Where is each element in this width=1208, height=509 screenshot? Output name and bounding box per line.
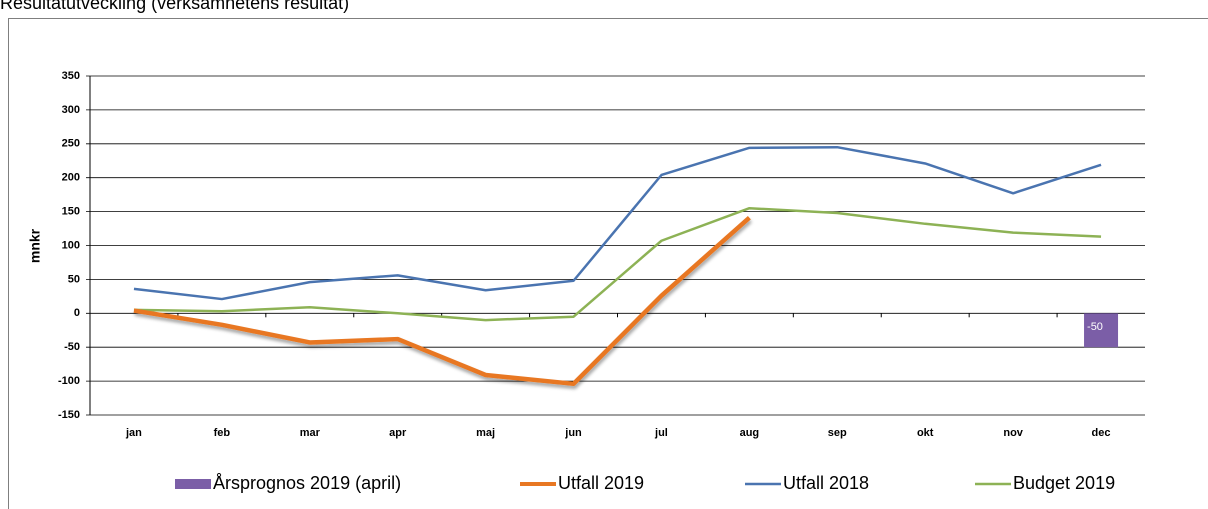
y-tick-label: 300 <box>62 104 80 116</box>
x-tick-label: dec <box>1092 427 1111 439</box>
y-tick-label: 0 <box>74 307 80 319</box>
series-line <box>133 145 1102 301</box>
x-tick-label: maj <box>476 427 495 439</box>
series-line <box>133 206 1102 322</box>
data-label: -50 <box>1087 321 1103 333</box>
x-tick-label: apr <box>389 427 407 439</box>
legend-label: Utfall 2018 <box>783 473 869 493</box>
y-axis-label: mnkr <box>27 228 43 263</box>
x-tick-label: okt <box>917 427 934 439</box>
legend-label: Utfall 2019 <box>558 473 644 493</box>
y-tick-label: -50 <box>64 341 80 353</box>
y-tick-label: -100 <box>58 375 80 387</box>
x-tick-label: feb <box>214 427 231 439</box>
y-tick-label: 50 <box>68 273 80 285</box>
y-tick-label: 350 <box>62 70 80 82</box>
y-tick-label: -150 <box>58 409 80 421</box>
legend-label: Årsprognos 2019 (april) <box>213 473 401 493</box>
x-tick-label: sep <box>828 427 847 439</box>
x-tick-label: mar <box>300 427 321 439</box>
x-tick-label: jul <box>654 427 668 439</box>
y-tick-label: 100 <box>62 239 80 251</box>
y-tick-label: 250 <box>62 138 80 150</box>
x-tick-label: jan <box>125 427 142 439</box>
chart-title: Resultatutveckling (verksamhetens result… <box>0 0 349 13</box>
x-tick-label: nov <box>1003 427 1023 439</box>
legend-label: Budget 2019 <box>1013 473 1115 493</box>
series-line <box>133 216 751 387</box>
y-tick-label: 200 <box>62 172 80 184</box>
legend-swatch <box>175 479 211 489</box>
x-tick-label: aug <box>740 427 760 439</box>
y-tick-label: 150 <box>62 206 80 218</box>
bar <box>1084 313 1119 348</box>
x-tick-label: jun <box>564 427 582 439</box>
chart-border <box>8 18 1208 509</box>
